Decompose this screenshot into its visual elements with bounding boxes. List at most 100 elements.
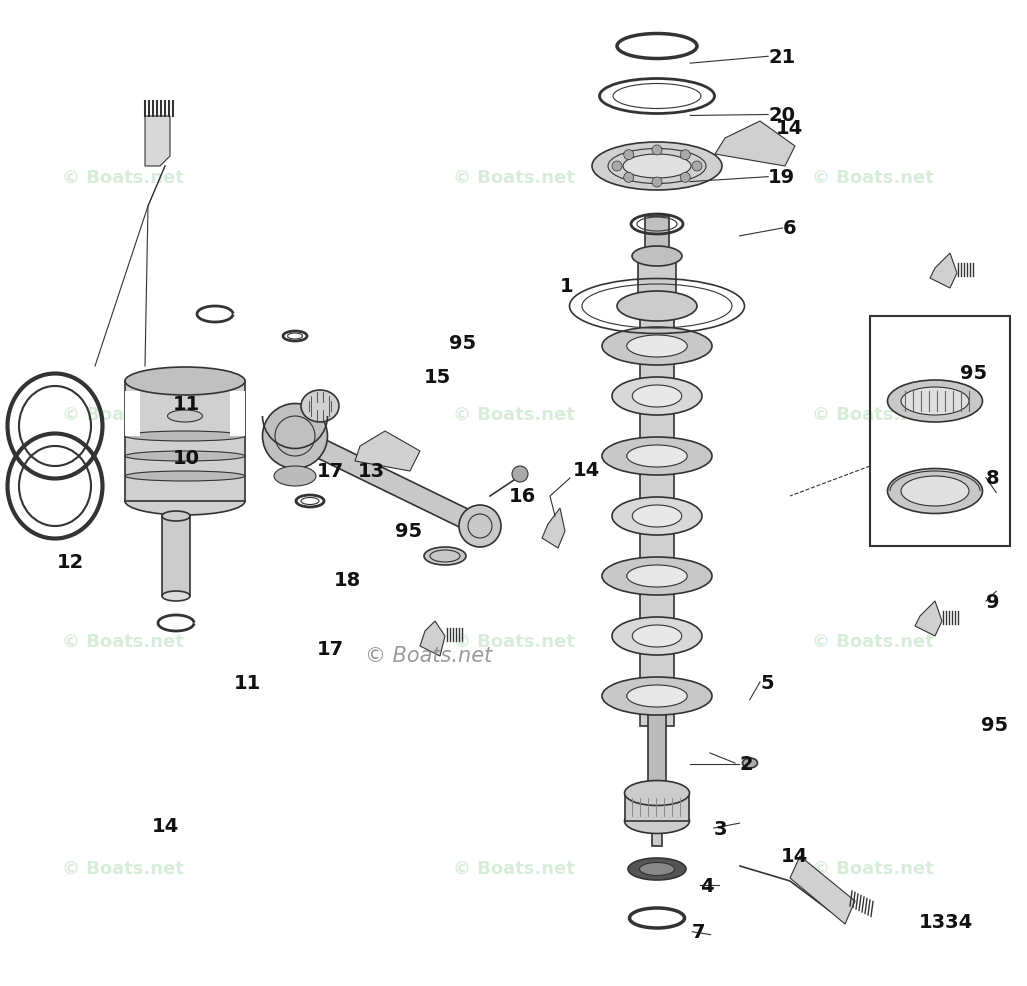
Ellipse shape xyxy=(743,758,758,768)
Text: 4: 4 xyxy=(700,876,714,895)
Text: 12: 12 xyxy=(56,552,84,572)
Text: 16: 16 xyxy=(508,486,536,506)
Text: © Boats.net: © Boats.net xyxy=(453,859,574,877)
Text: 10: 10 xyxy=(173,449,199,468)
Bar xyxy=(652,826,662,846)
Ellipse shape xyxy=(632,246,682,267)
Bar xyxy=(162,517,190,597)
Text: © Boats.net: © Boats.net xyxy=(812,405,934,423)
Ellipse shape xyxy=(125,471,245,481)
Text: © Boats.net: © Boats.net xyxy=(812,169,934,186)
Ellipse shape xyxy=(901,476,969,507)
Polygon shape xyxy=(291,428,485,535)
Ellipse shape xyxy=(125,452,245,461)
Ellipse shape xyxy=(263,404,328,469)
Text: 11: 11 xyxy=(173,394,200,414)
Text: © Boats.net: © Boats.net xyxy=(63,859,184,877)
Ellipse shape xyxy=(612,498,702,535)
Ellipse shape xyxy=(125,432,245,442)
Text: 14: 14 xyxy=(781,846,808,866)
Ellipse shape xyxy=(640,863,675,876)
Text: © Boats.net: © Boats.net xyxy=(63,632,184,650)
Circle shape xyxy=(612,162,622,172)
Text: 19: 19 xyxy=(768,168,795,187)
Text: 11: 11 xyxy=(234,673,262,693)
Text: 7: 7 xyxy=(692,922,706,942)
Ellipse shape xyxy=(602,557,712,596)
Text: 95: 95 xyxy=(395,521,422,540)
Polygon shape xyxy=(420,621,445,657)
Circle shape xyxy=(652,146,662,156)
Ellipse shape xyxy=(633,506,682,528)
Polygon shape xyxy=(915,601,942,636)
Text: © Boats.net: © Boats.net xyxy=(812,859,934,877)
Ellipse shape xyxy=(167,410,202,423)
Text: 6: 6 xyxy=(783,219,796,239)
Text: 18: 18 xyxy=(334,570,362,590)
Text: 14: 14 xyxy=(775,118,803,138)
Text: 95: 95 xyxy=(981,715,1007,735)
Circle shape xyxy=(623,174,634,183)
Ellipse shape xyxy=(125,487,245,516)
Circle shape xyxy=(680,174,690,183)
Text: 17: 17 xyxy=(316,639,343,659)
Text: 9: 9 xyxy=(986,592,999,611)
Ellipse shape xyxy=(626,335,687,358)
Text: © Boats.net: © Boats.net xyxy=(453,169,574,186)
Ellipse shape xyxy=(887,469,983,514)
Ellipse shape xyxy=(901,387,969,415)
Text: 5: 5 xyxy=(760,672,773,692)
Polygon shape xyxy=(355,432,420,471)
Ellipse shape xyxy=(125,368,245,395)
Ellipse shape xyxy=(612,617,702,656)
Text: 20: 20 xyxy=(768,106,795,125)
Bar xyxy=(640,307,674,727)
Ellipse shape xyxy=(626,565,687,588)
Ellipse shape xyxy=(592,143,722,191)
Text: 21: 21 xyxy=(768,47,796,67)
Text: © Boats.net: © Boats.net xyxy=(365,646,492,666)
Polygon shape xyxy=(145,117,170,167)
Text: © Boats.net: © Boats.net xyxy=(812,632,934,650)
Ellipse shape xyxy=(602,677,712,715)
Ellipse shape xyxy=(459,506,501,547)
Ellipse shape xyxy=(624,809,689,833)
Text: 95: 95 xyxy=(960,363,987,383)
Text: 14: 14 xyxy=(152,815,180,835)
Ellipse shape xyxy=(162,592,190,601)
Circle shape xyxy=(623,151,634,161)
Ellipse shape xyxy=(633,386,682,407)
Text: 1: 1 xyxy=(560,276,573,296)
Circle shape xyxy=(680,151,690,161)
Bar xyxy=(648,706,665,786)
Bar xyxy=(625,793,689,821)
Text: 95: 95 xyxy=(449,333,476,353)
Ellipse shape xyxy=(617,292,697,321)
Text: 13: 13 xyxy=(357,461,384,481)
Ellipse shape xyxy=(602,438,712,475)
Circle shape xyxy=(652,177,662,187)
Text: 2: 2 xyxy=(739,754,753,774)
Ellipse shape xyxy=(612,378,702,415)
Text: 8: 8 xyxy=(986,468,999,488)
Polygon shape xyxy=(715,122,795,167)
Polygon shape xyxy=(930,253,957,289)
Bar xyxy=(870,317,1010,546)
Ellipse shape xyxy=(602,327,712,366)
Ellipse shape xyxy=(633,625,682,648)
Ellipse shape xyxy=(301,390,339,423)
Text: © Boats.net: © Boats.net xyxy=(63,169,184,186)
Text: 17: 17 xyxy=(316,461,343,481)
Circle shape xyxy=(512,466,528,482)
Ellipse shape xyxy=(627,858,686,880)
Text: © Boats.net: © Boats.net xyxy=(63,405,184,423)
Circle shape xyxy=(692,162,702,172)
Bar xyxy=(638,256,676,307)
Ellipse shape xyxy=(626,446,687,467)
Bar xyxy=(650,781,664,831)
Ellipse shape xyxy=(626,685,687,707)
Text: © Boats.net: © Boats.net xyxy=(453,632,574,650)
Polygon shape xyxy=(125,391,140,437)
Text: 14: 14 xyxy=(573,460,601,480)
Polygon shape xyxy=(542,509,565,548)
